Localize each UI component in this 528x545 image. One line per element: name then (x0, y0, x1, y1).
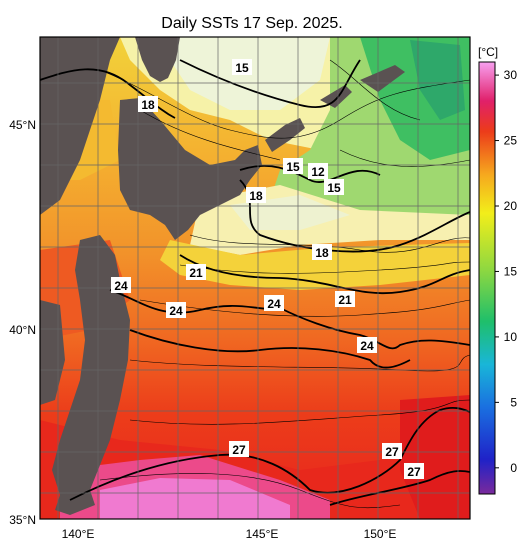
svg-text:24: 24 (267, 297, 281, 311)
contour-label-12: 12 (308, 163, 328, 179)
contour-label-18-nw: 18 (138, 96, 158, 112)
contour-label-15-east: 15 (324, 179, 344, 195)
colorbar-tick-label: 5 (510, 395, 517, 409)
svg-text:27: 27 (407, 465, 421, 479)
colorbar-tick-label: 30 (504, 68, 518, 82)
contour-label-18-south: 18 (312, 244, 332, 260)
lon-label-140: 140°E (62, 527, 95, 541)
colorbar: [°C] 30 25 20 15 10 5 0 (478, 45, 517, 495)
thin-isotherms (99, 59, 470, 509)
svg-text:27: 27 (232, 443, 246, 457)
contour-label-24-west: 24 (111, 277, 131, 293)
contour-label-24-east: 24 (357, 337, 377, 353)
colorbar-tick-label: 0 (510, 461, 517, 475)
map-title: Daily SSTs 17 Sep. 2025. (161, 15, 342, 32)
svg-text:12: 12 (311, 165, 325, 179)
svg-text:24: 24 (114, 279, 128, 293)
svg-text:18: 18 (315, 246, 329, 260)
lon-label-145: 145°E (246, 527, 279, 541)
contour-label-21-west: 21 (186, 264, 206, 280)
lat-label-35: 35°N (9, 513, 36, 527)
svg-text:18: 18 (141, 98, 155, 112)
svg-text:15: 15 (327, 181, 341, 195)
svg-text:18: 18 (249, 189, 263, 203)
contour-labels: 15 18 15 12 15 18 18 21 24 24 24 21 24 2… (111, 59, 424, 479)
svg-text:15: 15 (235, 61, 249, 75)
lon-label-150: 150°E (364, 527, 397, 541)
colorbar-tick-label: 25 (504, 134, 518, 148)
contour-label-24-center: 24 (264, 295, 284, 311)
svg-text:21: 21 (338, 293, 352, 307)
svg-text:24: 24 (169, 304, 183, 318)
contour-label-27-east: 27 (382, 443, 402, 459)
colorbar-gradient (478, 61, 496, 495)
contour-label-15-mid: 15 (283, 158, 303, 174)
colorbar-tick-label: 20 (504, 199, 518, 213)
lat-label-40: 40°N (9, 323, 36, 337)
sst-field (40, 37, 470, 519)
colorbar-unit: [°C] (478, 45, 498, 59)
contour-label-27-se: 27 (404, 463, 424, 479)
contour-label-18-hokkaido: 18 (246, 187, 266, 203)
svg-text:24: 24 (360, 339, 374, 353)
colorbar-tick-label: 10 (504, 330, 518, 344)
land (40, 37, 405, 515)
contour-label-24-mid: 24 (166, 302, 186, 318)
graticule (40, 37, 470, 519)
map-frame (39, 36, 471, 520)
svg-text:15: 15 (286, 160, 300, 174)
lat-label-45: 45°N (9, 118, 36, 132)
contour-label-27-south: 27 (229, 441, 249, 457)
svg-text:27: 27 (385, 445, 399, 459)
contour-label-21-east: 21 (335, 291, 355, 307)
colorbar-tick-label: 15 (504, 264, 518, 278)
colorbar-ticks: 30 25 20 15 10 5 0 (495, 68, 517, 475)
axis-labels: 45°N 40°N 35°N 140°E 145°E 150°E (9, 118, 396, 541)
contour-label-15-north: 15 (232, 59, 252, 75)
svg-text:21: 21 (189, 266, 203, 280)
